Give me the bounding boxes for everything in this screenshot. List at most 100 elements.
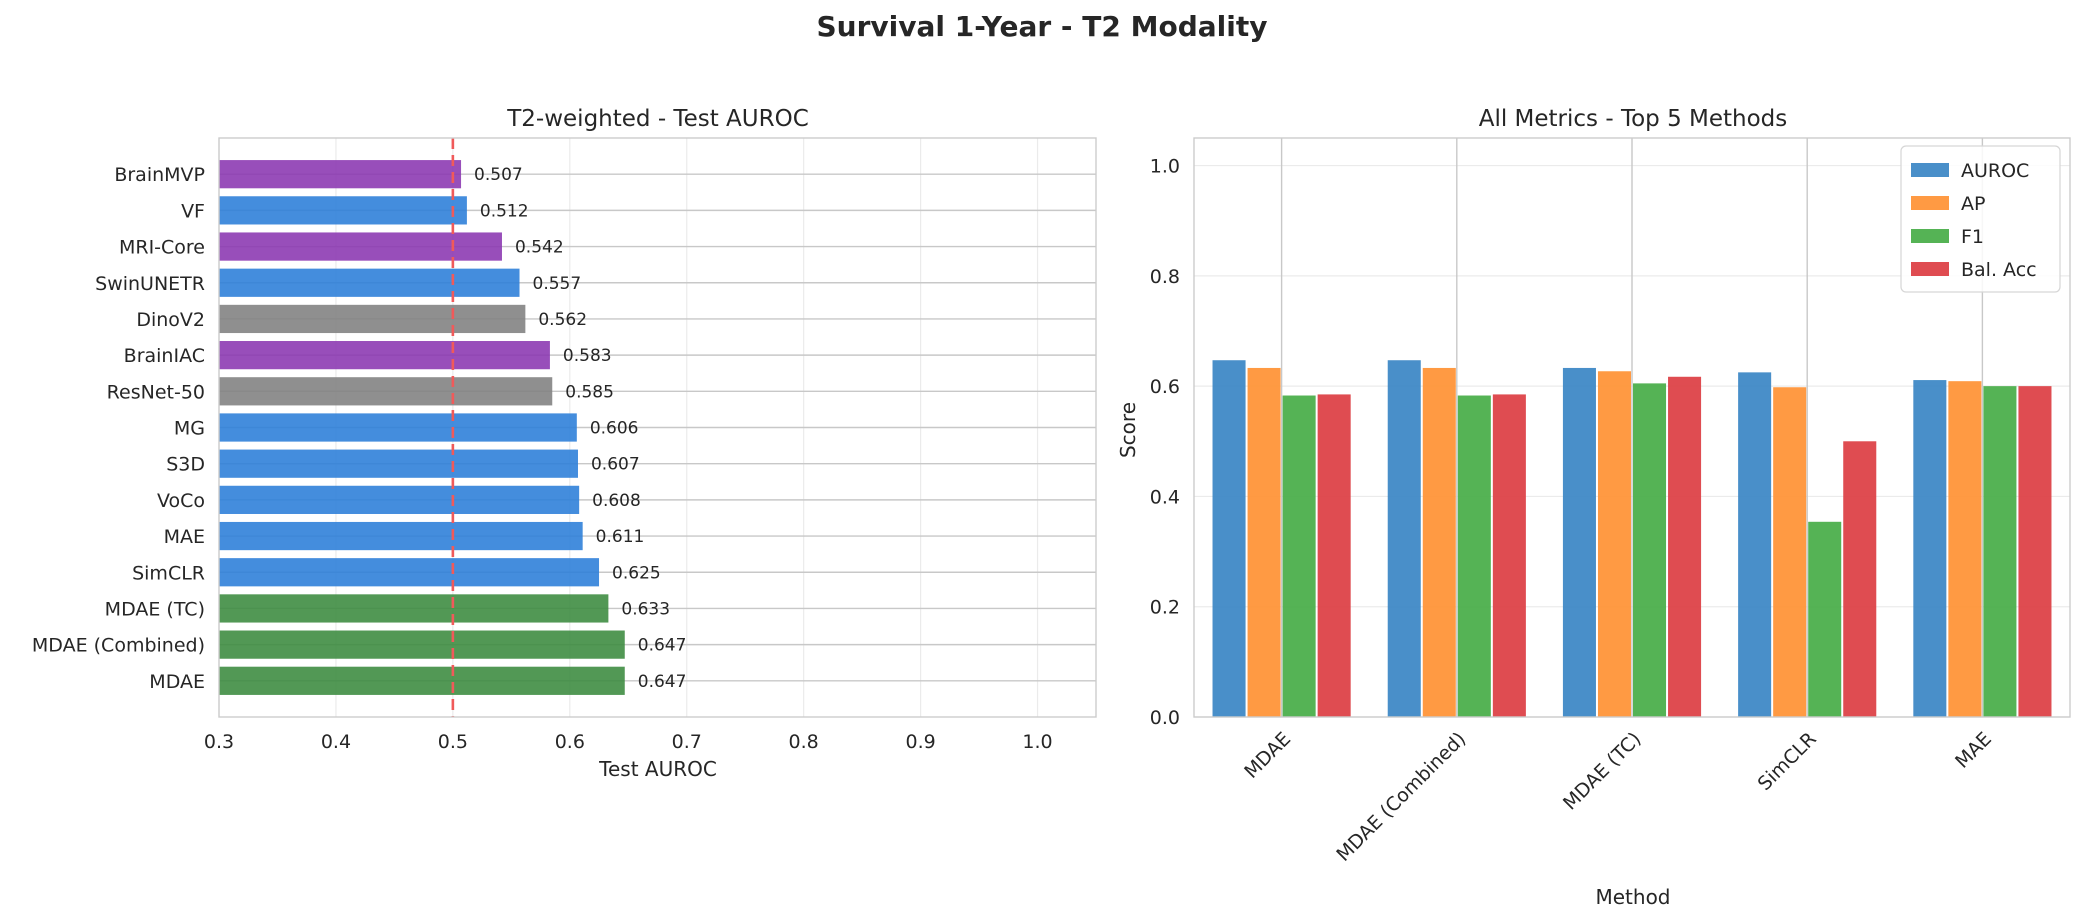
right-y-axis-label: Score bbox=[1116, 402, 1140, 458]
left-x-tick-label: 0.3 bbox=[204, 731, 234, 753]
right-bar-auroc-mdae-combined- bbox=[1387, 360, 1421, 717]
right-bar-bal-acc-mdae bbox=[1317, 394, 1351, 717]
right-plot-frame bbox=[1193, 137, 2071, 718]
left-chart-title: T2-weighted - Test AUROC bbox=[506, 106, 809, 132]
right-bar-f1-simclr bbox=[1808, 521, 1842, 717]
left-value-label: 0.633 bbox=[621, 599, 670, 619]
left-bar-mg bbox=[219, 413, 577, 442]
right-bar-auroc-simclr bbox=[1738, 372, 1772, 717]
right-bar-ap-mdae-tc- bbox=[1597, 371, 1631, 717]
left-bar-mdae-combined- bbox=[219, 630, 625, 659]
left-x-tick-label: 0.9 bbox=[905, 731, 935, 753]
right-y-tick-label: 0.6 bbox=[1150, 376, 1180, 398]
right-bar-ap-mae bbox=[1948, 381, 1982, 717]
left-y-tick-label: DinoV2 bbox=[136, 309, 205, 331]
right-bar-bal-acc-mdae-combined- bbox=[1492, 394, 1526, 717]
left-y-tick-label: MG bbox=[174, 418, 205, 440]
figure-title: Survival 1-Year - T2 Modality bbox=[817, 10, 1268, 43]
left-y-tick-label: VoCo bbox=[157, 490, 205, 512]
left-value-label: 0.542 bbox=[515, 238, 564, 258]
right-bar-f1-mdae-combined- bbox=[1457, 395, 1491, 717]
left-x-tick-label: 0.8 bbox=[789, 731, 819, 753]
right-y-tick-label: 0.0 bbox=[1150, 707, 1180, 729]
left-bar-voco bbox=[219, 485, 580, 514]
left-value-label: 0.647 bbox=[638, 636, 687, 656]
legend-swatch-auroc bbox=[1911, 163, 1949, 177]
left-y-tick-label: ResNet-50 bbox=[107, 381, 205, 403]
left-value-label: 0.606 bbox=[590, 419, 639, 439]
right-y-tick-label: 0.2 bbox=[1150, 597, 1180, 619]
right-bar-auroc-mae bbox=[1913, 380, 1947, 717]
left-bar-mdae bbox=[219, 666, 625, 695]
left-bar-brainiac bbox=[219, 341, 550, 370]
left-x-tick-label: 0.7 bbox=[672, 731, 702, 753]
right-bar-f1-mdae-tc- bbox=[1633, 383, 1667, 717]
left-y-tick-label: SimCLR bbox=[132, 562, 205, 584]
left-bar-brainmvp bbox=[219, 160, 462, 189]
left-x-tick-label: 0.6 bbox=[555, 731, 585, 753]
left-y-tick-label: MRI-Core bbox=[119, 237, 205, 259]
right-y-tick-label: 0.4 bbox=[1150, 486, 1180, 508]
left-value-label: 0.647 bbox=[638, 672, 687, 692]
right-bar-ap-mdae-combined- bbox=[1422, 367, 1456, 717]
right-bar-bal-acc-simclr bbox=[1843, 441, 1877, 717]
right-legend: AUROC AP F1 Bal. Acc bbox=[1900, 145, 2061, 293]
left-value-label: 0.625 bbox=[612, 563, 661, 583]
right-y-tick-label: 0.8 bbox=[1150, 266, 1180, 288]
left-bar-mri-core bbox=[219, 232, 502, 261]
right-bar-f1-mdae bbox=[1282, 395, 1316, 717]
left-value-label: 0.512 bbox=[480, 201, 529, 221]
legend-swatch-bal-acc bbox=[1911, 262, 1949, 276]
left-value-label: 0.507 bbox=[474, 165, 523, 185]
left-y-tick-label: SwinUNETR bbox=[95, 273, 205, 295]
auroc-bar-chart: T2-weighted - Test AUROC Test AUROC 0.64… bbox=[32, 106, 1097, 781]
left-y-tick-label: VF bbox=[181, 200, 205, 222]
left-value-label: 0.585 bbox=[565, 382, 614, 402]
left-bar-resnet-50 bbox=[219, 377, 553, 406]
left-y-tick-label: BrainIAC bbox=[124, 345, 205, 367]
left-value-label: 0.611 bbox=[596, 527, 645, 547]
right-bar-f1-mae bbox=[1983, 386, 2017, 717]
left-y-tick-label: MDAE (TC) bbox=[105, 598, 205, 620]
left-x-axis-label: Test AUROC bbox=[598, 757, 717, 781]
right-bar-auroc-mdae-tc- bbox=[1562, 367, 1596, 717]
left-x-tick-label: 1.0 bbox=[1022, 731, 1052, 753]
left-x-tick-label: 0.5 bbox=[438, 731, 468, 753]
left-bar-dinov2 bbox=[219, 304, 526, 334]
left-bar-vf bbox=[219, 196, 467, 225]
left-y-tick-label: MDAE (Combined) bbox=[32, 635, 205, 657]
left-value-label: 0.607 bbox=[591, 455, 640, 475]
legend-label: F1 bbox=[1961, 226, 1984, 248]
legend-label: AUROC bbox=[1961, 160, 2029, 182]
left-value-label: 0.557 bbox=[533, 274, 582, 294]
legend-box bbox=[1900, 145, 2061, 293]
left-bar-mdae-tc- bbox=[219, 594, 609, 623]
left-y-tick-label: S3D bbox=[166, 454, 205, 476]
right-bar-bal-acc-mdae-tc- bbox=[1668, 376, 1702, 717]
left-bar-mae bbox=[219, 521, 583, 551]
right-bar-ap-simclr bbox=[1773, 387, 1807, 717]
right-bar-auroc-mdae bbox=[1212, 360, 1246, 717]
left-x-tick-label: 0.4 bbox=[321, 731, 351, 753]
right-bar-bal-acc-mae bbox=[2018, 386, 2052, 717]
right-bar-ap-mdae bbox=[1247, 367, 1281, 717]
right-chart-title: All Metrics - Top 5 Methods bbox=[1479, 106, 1788, 132]
legend-label: AP bbox=[1961, 193, 1985, 215]
legend-swatch-ap bbox=[1911, 196, 1949, 210]
left-bar-swinunetr bbox=[219, 268, 520, 297]
right-y-tick-label: 1.0 bbox=[1150, 156, 1180, 178]
left-y-tick-label: MDAE bbox=[149, 671, 205, 693]
left-bar-simclr bbox=[219, 558, 600, 587]
left-plot-frame bbox=[218, 137, 1097, 718]
left-y-tick-label: MAE bbox=[164, 526, 205, 548]
left-bar-s3d bbox=[219, 449, 578, 478]
left-value-label: 0.608 bbox=[592, 491, 641, 511]
metrics-grouped-bar-chart: All Metrics - Top 5 Methods Method Score… bbox=[1116, 106, 2071, 909]
legend-label: Bal. Acc bbox=[1961, 259, 2037, 281]
left-value-label: 0.562 bbox=[538, 310, 587, 330]
left-value-label: 0.583 bbox=[563, 346, 612, 366]
left-y-tick-label: BrainMVP bbox=[114, 164, 205, 186]
right-x-axis-label: Method bbox=[1595, 885, 1670, 909]
legend-swatch-f1 bbox=[1911, 229, 1949, 243]
